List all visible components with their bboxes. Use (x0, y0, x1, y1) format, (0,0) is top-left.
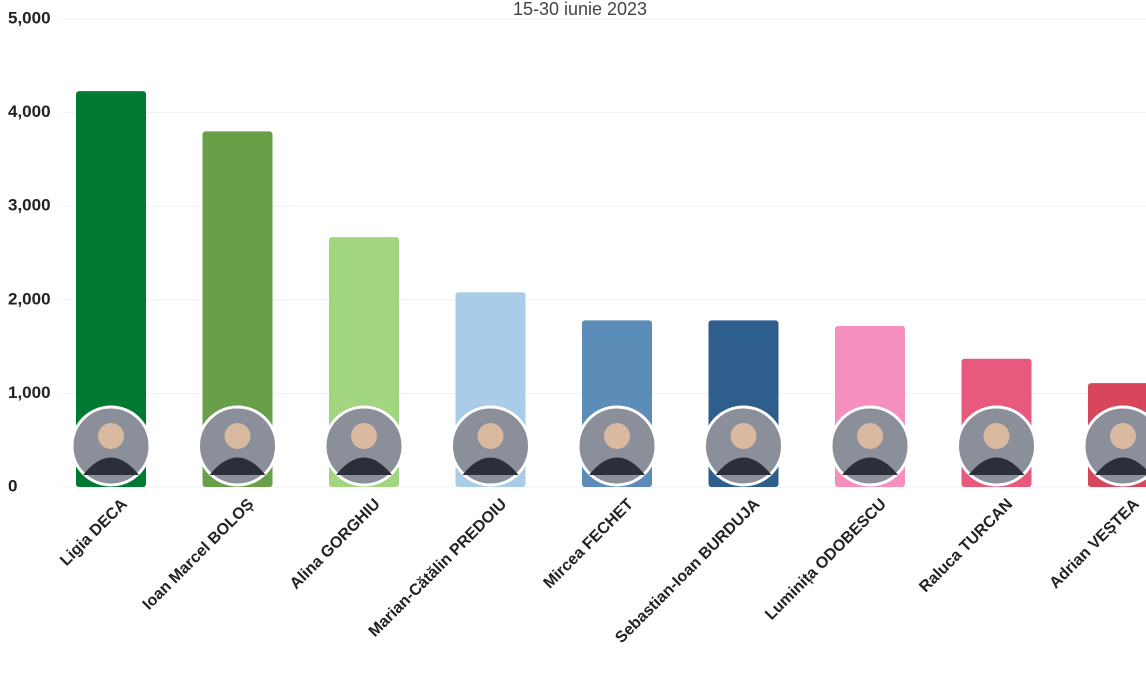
avatar-head (1110, 423, 1136, 449)
x-tick-label: Alina GORGHIU (287, 496, 384, 593)
avatar-body (83, 457, 139, 475)
avatar-head (857, 423, 883, 449)
x-tick-label: Raluca TURCAN (916, 496, 1016, 596)
x-tick-label: Ioan Marcel BOLOȘ (140, 496, 258, 614)
x-tick-label: Mircea FECHET (541, 496, 637, 592)
avatar-head (730, 423, 757, 449)
y-tick-label: 5,000 (8, 8, 51, 27)
avatar-body (462, 457, 519, 475)
avatar-head (98, 423, 124, 449)
chart-subtitle: 15-30 iunie 2023 (513, 0, 647, 19)
avatar-head (477, 423, 504, 449)
avatar-body (715, 457, 772, 475)
avatar-body (336, 457, 392, 475)
avatar-head (351, 423, 377, 449)
x-tick-label: Sebastian-Ioan BURDUJA (612, 495, 763, 646)
x-tick-label: Marian-Cătălin PREDOIU (366, 496, 511, 641)
y-tick-label: 4,000 (8, 102, 51, 121)
y-tick-label: 1,000 (8, 383, 51, 402)
avatar-head (604, 423, 630, 449)
avatar-body (968, 457, 1025, 475)
avatar-body (209, 457, 266, 475)
avatar-body (842, 457, 898, 475)
x-tick-label: Adrian VEȘTEA (1047, 495, 1144, 592)
bar (202, 131, 273, 487)
x-tick-label: Luminița ODOBESCU (762, 496, 890, 624)
avatar-body (1095, 457, 1146, 475)
x-tick-label: Ligia DECA (57, 495, 131, 569)
y-tick-label: 0 (8, 476, 17, 495)
bar (76, 91, 146, 488)
y-tick-label: 2,000 (8, 289, 51, 308)
avatar-head (224, 423, 251, 449)
avatar-body (589, 457, 645, 475)
avatar-head (983, 423, 1010, 449)
y-tick-label: 3,000 (8, 196, 51, 215)
